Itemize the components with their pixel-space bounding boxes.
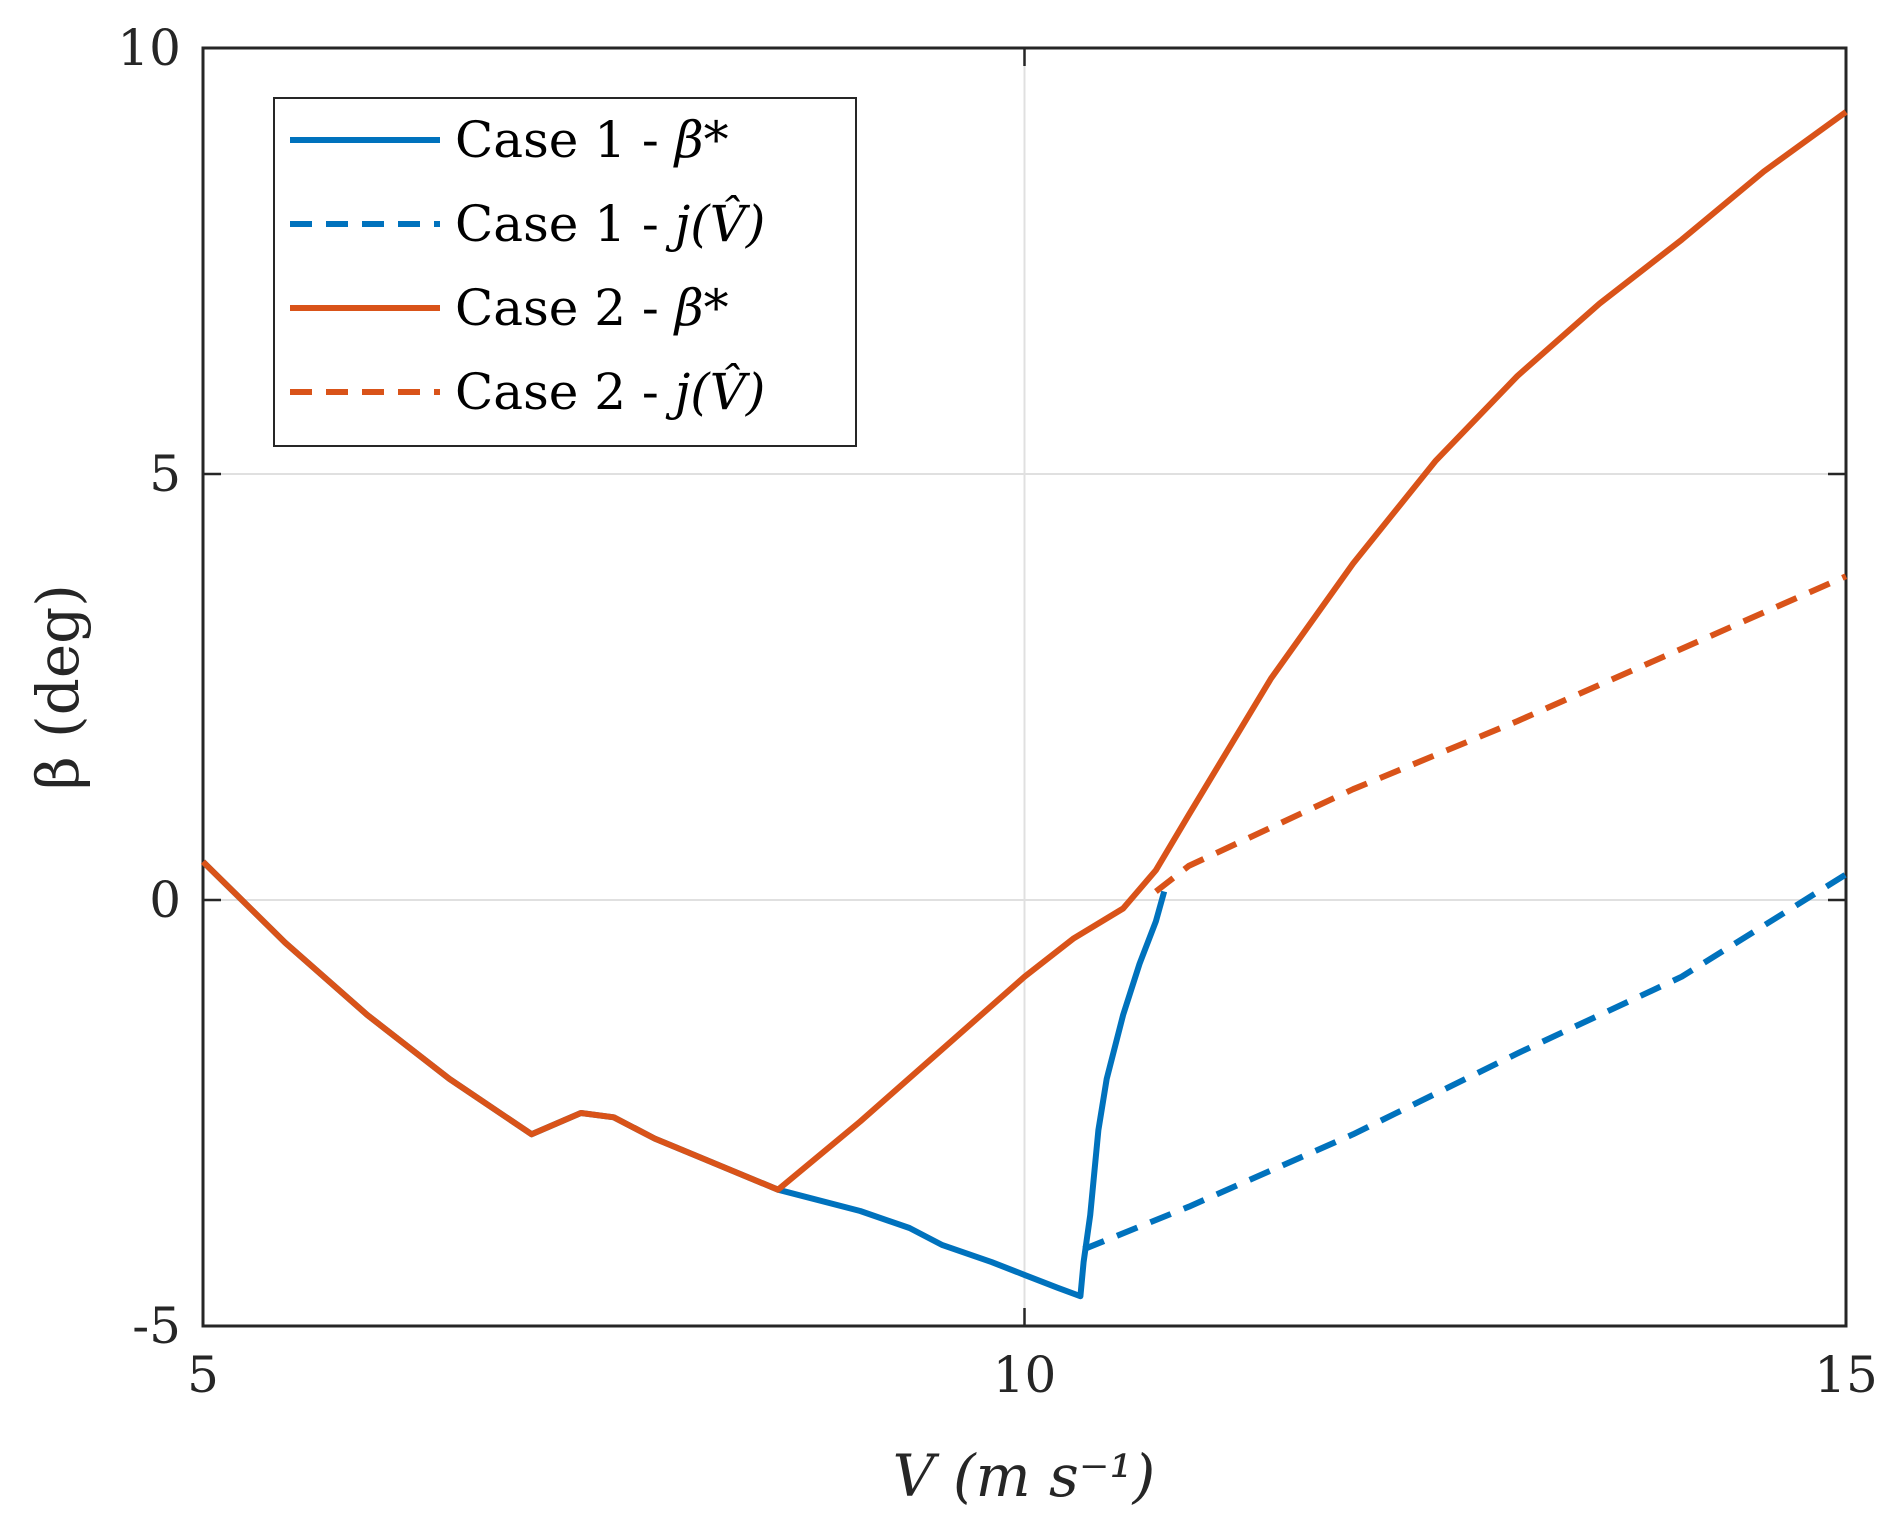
legend-label: Case 1 - j(V̂) — [455, 194, 765, 253]
legend-label-math: β* — [673, 279, 729, 337]
x-tick-label: 15 — [1814, 1346, 1878, 1404]
y-tick-label: 0 — [149, 871, 181, 929]
legend-label: Case 1 - β* — [455, 111, 729, 169]
axis-ticks — [201, 46, 1848, 1328]
legend-label-math: j(V̂) — [665, 194, 766, 253]
legend-label: Case 2 - β* — [455, 279, 729, 337]
y-tick-label: 5 — [149, 445, 181, 503]
x-axis-label: V (m s⁻¹) — [893, 1442, 1156, 1510]
tick-labels: 5 10 15 -5 0 5 10 — [117, 19, 1877, 1404]
series-line-4 — [1154, 573, 1848, 894]
series-line-2 — [1082, 871, 1848, 1253]
grid-lines — [203, 48, 1846, 1326]
y-axis-label: β (deg) — [24, 584, 92, 790]
legend-label: Case 2 - j(V̂) — [455, 362, 765, 421]
y-tick-label: 10 — [117, 19, 181, 77]
series-line-1 — [200, 859, 1168, 1300]
legend-label-math: j(V̂) — [665, 362, 766, 421]
legend-label-text: Case 1 - — [455, 195, 675, 253]
series-line-3 — [200, 109, 1848, 1193]
legend-box — [273, 97, 857, 447]
x-tick-label: 10 — [993, 1346, 1057, 1404]
legend-label-math: β* — [673, 111, 729, 169]
legend-label-text: Case 1 - — [455, 111, 675, 169]
legend-label-text: Case 2 - — [455, 363, 675, 421]
y-tick-label: -5 — [132, 1297, 181, 1355]
legend: Case 1 - β*Case 1 - j(V̂)Case 2 - β*Case… — [273, 97, 857, 447]
x-tick-label: 5 — [187, 1346, 219, 1404]
legend-label-text: Case 2 - — [455, 279, 675, 337]
series-lines — [200, 109, 1848, 1300]
